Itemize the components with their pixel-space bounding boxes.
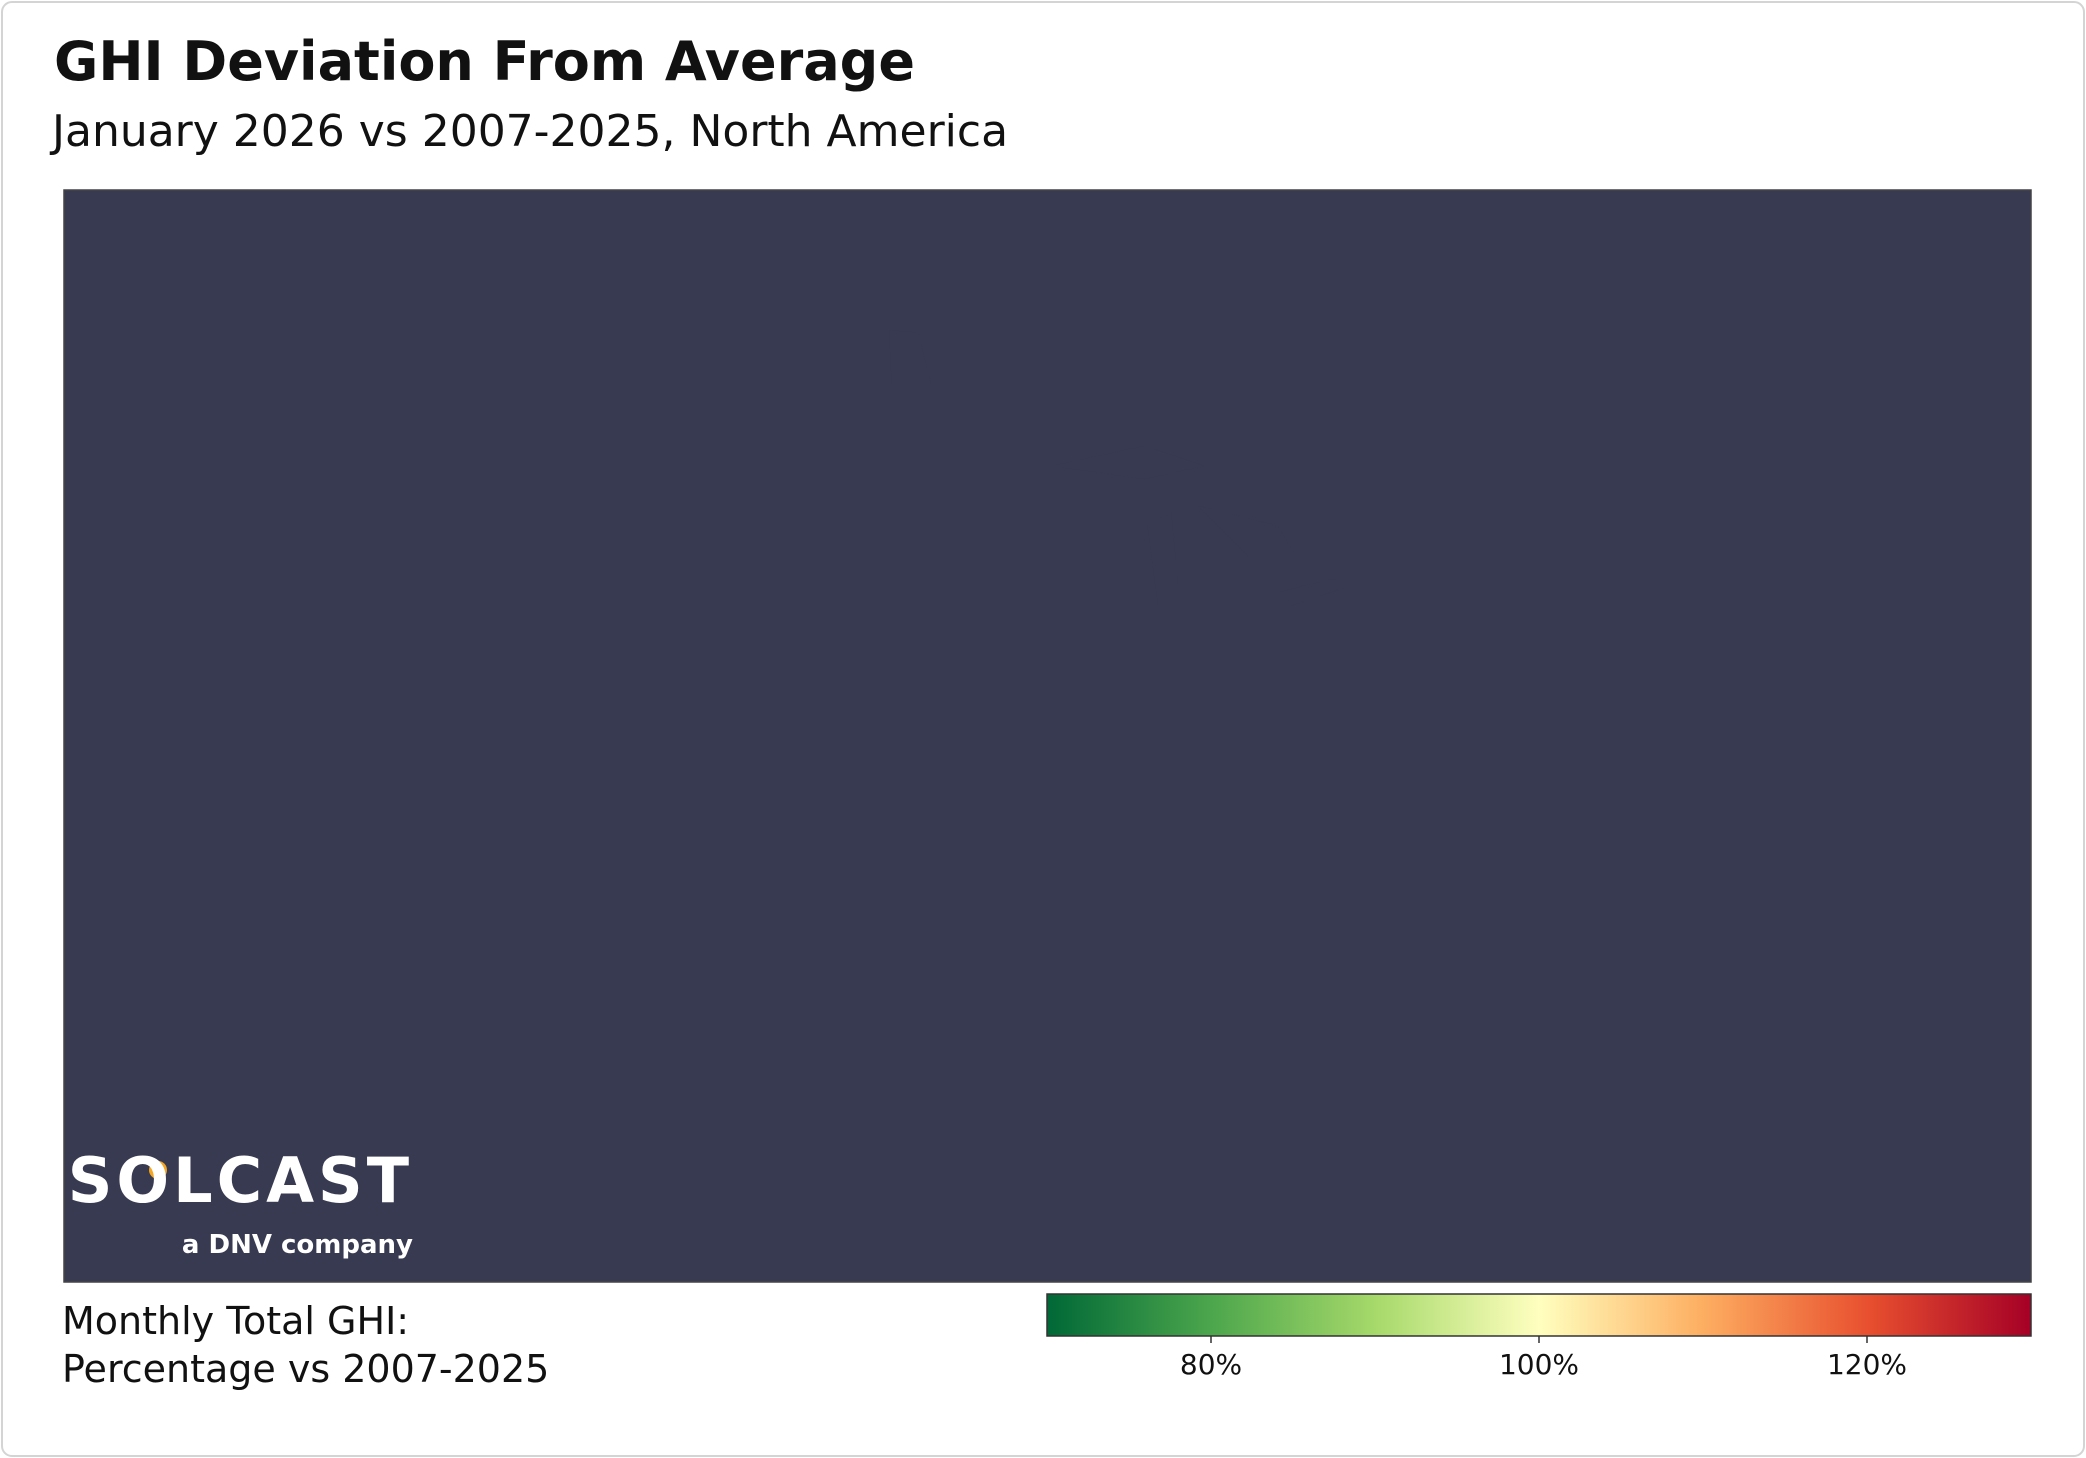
map-border <box>63 189 2032 1283</box>
colorbar <box>1046 1293 2032 1337</box>
colorbar-tick-label: 120% <box>1827 1348 1907 1381</box>
map <box>64 190 2031 1282</box>
legend-title: Percentage vs 2007-2025 <box>62 1347 549 1391</box>
logo: SOLCAST a DNV company <box>68 1144 413 1260</box>
ocean <box>64 190 2031 1282</box>
title: GHI Deviation From Average <box>54 30 915 93</box>
lakes <box>889 330 1351 606</box>
subtitle: January 2026 vs 2007-2025, North America <box>49 106 1008 157</box>
logo-name: SOLCAST <box>68 1144 413 1217</box>
legend-title: Monthly Total GHI: <box>62 1299 409 1343</box>
colorbar-tick-label: 80% <box>1180 1348 1242 1381</box>
colorbar-tick-label: 100% <box>1499 1348 1579 1381</box>
logo-tagline: a DNV company <box>182 1230 413 1260</box>
logo-sun <box>149 1161 167 1179</box>
